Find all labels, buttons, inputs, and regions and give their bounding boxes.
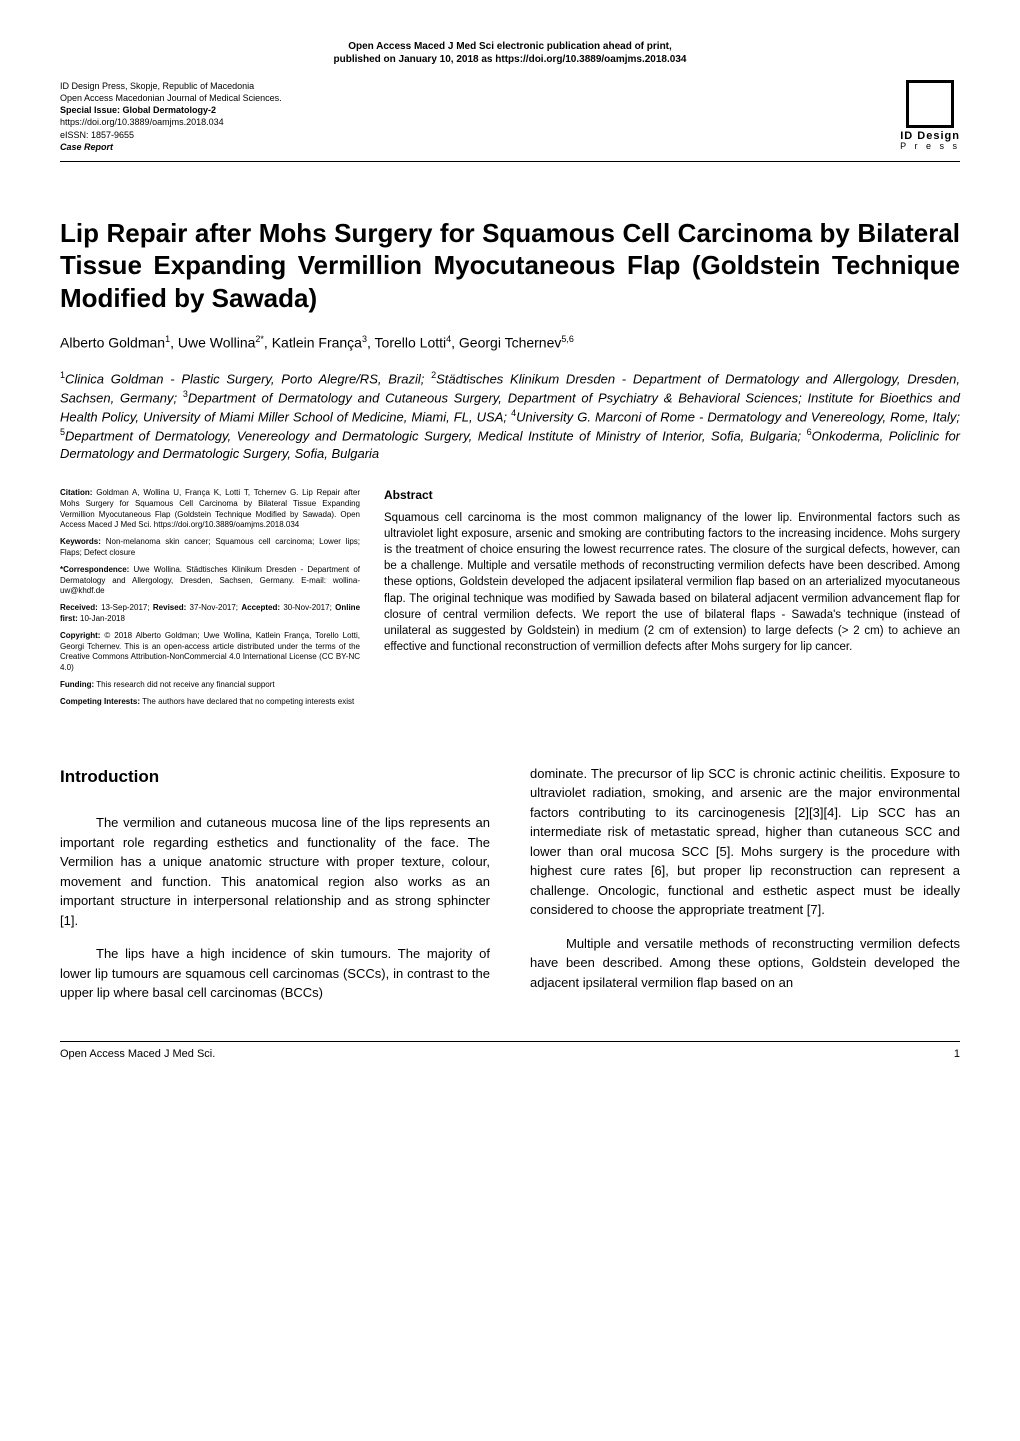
affiliations: 1Clinica Goldman - Plastic Surgery, Port… — [60, 369, 960, 462]
keywords: Keywords: Non-melanoma skin cancer; Squa… — [60, 537, 360, 559]
author-list: Alberto Goldman1, Uwe Wollina2*, Katlein… — [60, 334, 960, 351]
journal-line1: ID Design Press, Skopje, Republic of Mac… — [60, 80, 282, 92]
logo-icon — [906, 80, 954, 128]
keywords-text: Non-melanoma skin cancer; Squamous cell … — [60, 537, 360, 557]
footer-journal: Open Access Maced J Med Sci. — [60, 1048, 215, 1060]
keywords-label: Keywords: — [60, 537, 101, 546]
body-col-left: Introduction The vermilion and cutaneous… — [60, 764, 490, 1017]
journal-line2: Open Access Macedonian Journal of Medica… — [60, 92, 282, 104]
page-footer: Open Access Maced J Med Sci. 1 — [60, 1041, 960, 1060]
abstract-column: Abstract Squamous cell carcinoma is the … — [384, 488, 960, 714]
body-paragraph: The lips have a high incidence of skin t… — [60, 944, 490, 1003]
online-text: 10-Jan-2018 — [78, 614, 125, 623]
page-number: 1 — [954, 1048, 960, 1060]
article-title: Lip Repair after Mohs Surgery for Squamo… — [60, 217, 960, 315]
epub-header: Open Access Maced J Med Sci electronic p… — [60, 40, 960, 66]
copyright: Copyright: © 2018 Alberto Goldman; Uwe W… — [60, 631, 360, 674]
masthead-row: ID Design Press, Skopje, Republic of Mac… — [60, 80, 960, 162]
copyright-text: © 2018 Alberto Goldman; Uwe Wollina, Kat… — [60, 631, 360, 672]
journal-eissn: eISSN: 1857-9655 — [60, 129, 282, 141]
body-paragraph: The vermilion and cutaneous mucosa line … — [60, 813, 490, 930]
journal-info: ID Design Press, Skopje, Republic of Mac… — [60, 80, 282, 153]
body-paragraph: Multiple and versatile methods of recons… — [530, 934, 960, 993]
accepted-label: Accepted: — [241, 603, 280, 612]
epub-line2: published on January 10, 2018 as https:/… — [334, 54, 687, 65]
copyright-label: Copyright: — [60, 631, 100, 640]
section-heading-introduction: Introduction — [60, 764, 490, 790]
citation-text: Goldman A, Wollina U, França K, Lotti T,… — [60, 488, 360, 529]
competing-interests: Competing Interests: The authors have de… — [60, 697, 360, 708]
article-meta: Citation: Goldman A, Wollina U, França K… — [60, 488, 360, 714]
revised-text: 37-Nov-2017; — [186, 603, 241, 612]
dates: Received: 13-Sep-2017; Revised: 37-Nov-2… — [60, 603, 360, 625]
correspondence: *Correspondence: Uwe Wollina. Städtische… — [60, 565, 360, 597]
body-columns: Introduction The vermilion and cutaneous… — [60, 764, 960, 1017]
abstract-block: Citation: Goldman A, Wollina U, França K… — [60, 488, 960, 714]
citation-label: Citation: — [60, 488, 92, 497]
revised-label: Revised: — [153, 603, 186, 612]
accepted-text: 30-Nov-2017; — [280, 603, 335, 612]
funding: Funding: This research did not receive a… — [60, 680, 360, 691]
body-col-right: dominate. The precursor of lip SCC is ch… — [530, 764, 960, 1017]
received-label: Received: — [60, 603, 98, 612]
corr-label: *Correspondence: — [60, 565, 129, 574]
body-paragraph: dominate. The precursor of lip SCC is ch… — [530, 764, 960, 920]
competing-label: Competing Interests: — [60, 697, 140, 706]
received-text: 13-Sep-2017; — [98, 603, 153, 612]
abstract-heading: Abstract — [384, 488, 960, 502]
abstract-text: Squamous cell carcinoma is the most comm… — [384, 510, 960, 655]
epub-line1: Open Access Maced J Med Sci electronic p… — [348, 41, 672, 52]
citation: Citation: Goldman A, Wollina U, França K… — [60, 488, 360, 531]
article-type: Case Report — [60, 141, 282, 153]
journal-doi: https://doi.org/10.3889/oamjms.2018.034 — [60, 116, 282, 128]
special-issue: Special Issue: Global Dermatology-2 — [60, 104, 282, 116]
funding-label: Funding: — [60, 680, 94, 689]
logo-press: P r e s s — [900, 142, 960, 152]
funding-text: This research did not receive any financ… — [94, 680, 274, 689]
page: Open Access Maced J Med Sci electronic p… — [0, 0, 1020, 1441]
competing-text: The authors have declared that no compet… — [140, 697, 354, 706]
publisher-logo: ID Design P r e s s — [900, 80, 960, 152]
